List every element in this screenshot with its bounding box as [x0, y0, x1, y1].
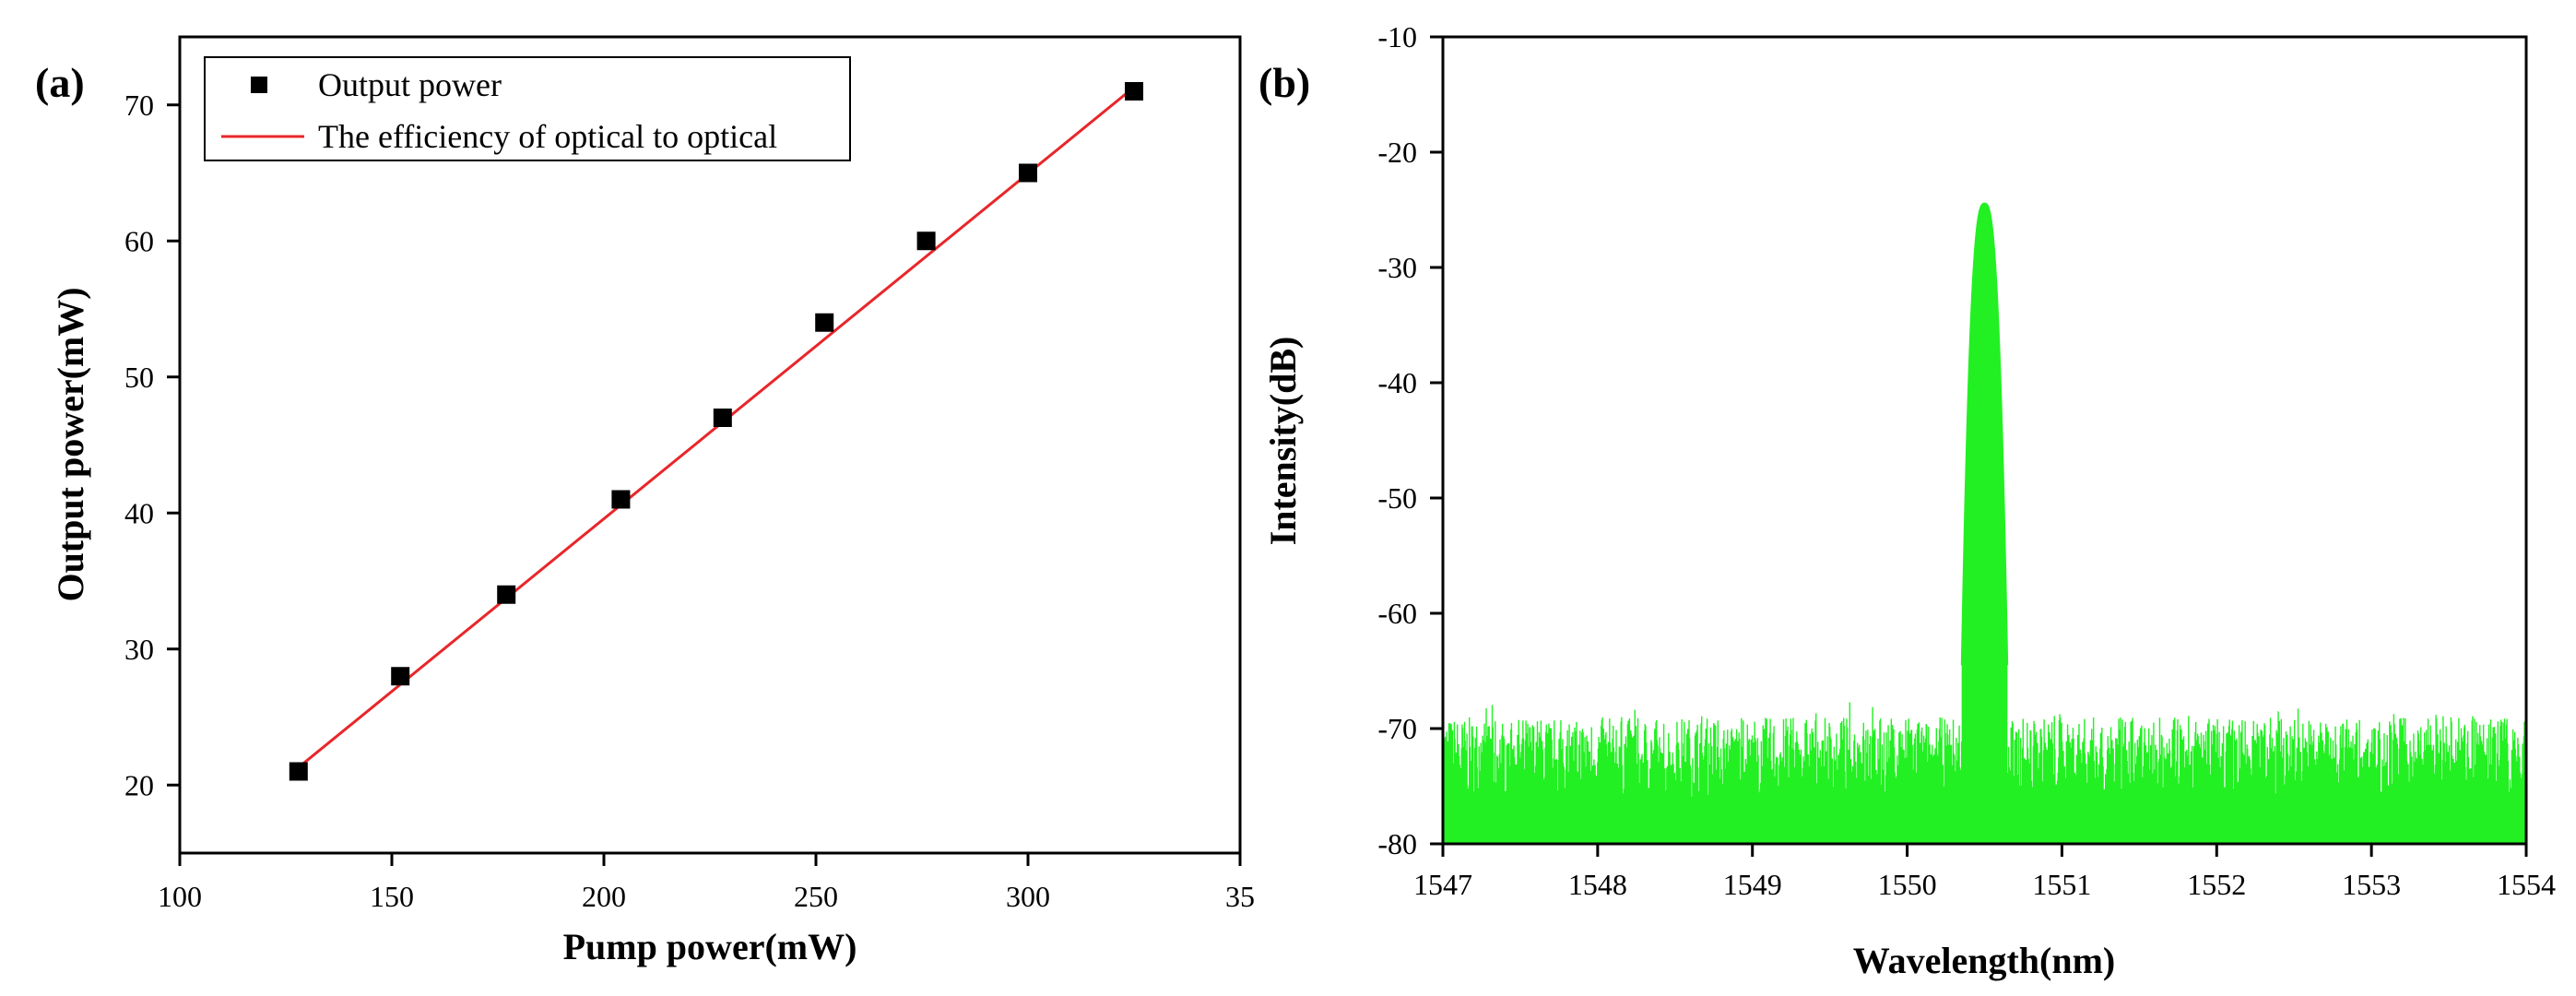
y-axis-title-a: Output power(mW)	[50, 287, 91, 601]
x-tick-label-b: 1554	[2497, 868, 2556, 901]
y-tick-label-b: -60	[1377, 597, 1417, 630]
y-tick-label-b: -80	[1377, 827, 1417, 860]
y-tick-label-a: 70	[124, 89, 154, 122]
y-tick-label-a: 60	[124, 224, 154, 257]
data-point	[391, 667, 410, 686]
x-tick-label-a: 200	[582, 880, 626, 913]
data-point	[1019, 163, 1037, 183]
y-tick-label-b: -40	[1377, 366, 1417, 399]
x-tick-label-a: 250	[794, 880, 838, 913]
y-axis-a: 20 30 40 50 60 70	[124, 89, 180, 801]
data-point	[497, 585, 516, 604]
spectrum-peak	[1960, 202, 2009, 666]
data-point	[611, 490, 631, 509]
legend-a: Output power The efficiency of optical t…	[204, 56, 851, 161]
data-point	[289, 762, 308, 781]
x-axis-title-b: Wavelength(nm)	[1853, 940, 2115, 981]
data-point	[916, 231, 936, 251]
x-axis-a: 100 150 200 250 300 35	[158, 853, 1255, 913]
x-tick-label-a: 300	[1006, 880, 1050, 913]
x-axis-title-a: Pump power(mW)	[563, 926, 857, 967]
y-tick-label-b: -50	[1377, 481, 1417, 515]
fit-line	[297, 86, 1135, 769]
fit-line-series	[297, 86, 1135, 769]
x-tick-label-a: 35	[1225, 880, 1255, 913]
spectrum-trace	[1442, 204, 2527, 844]
x-tick-label-b: 1550	[1878, 868, 1937, 901]
data-point	[815, 313, 834, 332]
y-axis-title-b: Intensity(dB)	[1262, 337, 1304, 546]
x-tick-label-b: 1548	[1568, 868, 1627, 901]
chart-a: (a) 100 150 200 250 300 35 20 30 40 50 60 70 Pump …	[35, 35, 1255, 967]
legend-label-efficiency: The efficiency of optical to optical	[318, 118, 777, 155]
data-point	[713, 409, 732, 427]
output-power-series	[289, 82, 1143, 781]
legend-label-output-power: Output power	[318, 66, 502, 103]
data-point	[1125, 82, 1143, 101]
x-tick-label-b: 1553	[2342, 868, 2401, 901]
y-tick-label-a: 40	[124, 496, 154, 529]
y-tick-label-a: 20	[124, 768, 154, 801]
legend-marker-output-power	[251, 77, 267, 93]
x-tick-label-b: 1552	[2187, 868, 2246, 901]
plot-frame-b	[1441, 35, 2528, 846]
y-tick-label-b: -70	[1377, 712, 1417, 745]
x-tick-label-b: 1549	[1723, 868, 1782, 901]
spectrum-series	[1442, 202, 2527, 844]
y-tick-label-b: -30	[1377, 251, 1417, 284]
x-tick-label-a: 150	[370, 880, 414, 913]
y-axis-b: -80 -70 -60 -50 -40 -30 -20 -10	[1377, 20, 1443, 860]
x-axis-b: 1547 1548 1549 1550 1551 1552 1553 1554	[1413, 844, 2556, 901]
plot-frame-a	[178, 35, 1242, 855]
chart-b: (b) 1547 1548 1549 1550 1551 1552 1553 1554 -80…	[1258, 20, 2556, 981]
y-tick-label-a: 50	[124, 361, 154, 394]
legend-box	[204, 56, 851, 161]
x-tick-label-b: 1551	[2032, 868, 2091, 901]
x-tick-label-b: 1547	[1413, 868, 1472, 901]
y-tick-label-a: 30	[124, 633, 154, 666]
y-tick-label-b: -10	[1377, 20, 1417, 53]
panel-label-a: (a)	[35, 59, 85, 106]
panel-label-b: (b)	[1258, 59, 1310, 106]
x-tick-label-a: 100	[158, 880, 202, 913]
y-tick-label-b: -20	[1377, 136, 1417, 169]
